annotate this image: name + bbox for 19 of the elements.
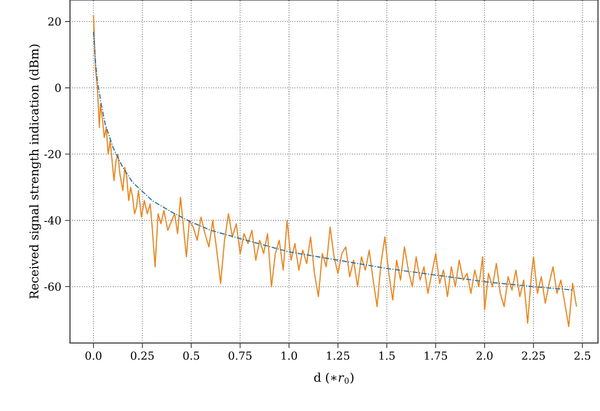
x-tick-label: 0.5 xyxy=(183,352,200,360)
y-tick-label: -20 xyxy=(44,150,61,158)
x-tick-label: 1.5 xyxy=(379,352,395,360)
x-tick-label: 1.0 xyxy=(282,352,297,360)
x-tick-label: 0.75 xyxy=(228,352,252,360)
y-tick-label: 0 xyxy=(55,84,61,92)
line-series xyxy=(92,30,574,291)
x-tick-label: 1.25 xyxy=(327,352,350,360)
x-tick-label: 2.5 xyxy=(574,352,590,360)
y-tick-label: -60 xyxy=(44,282,61,291)
x-tick-label: 0.25 xyxy=(130,352,154,360)
x-axis-title: d (∗r$_{0}$) xyxy=(314,372,354,384)
x-tick-label: 2.0 xyxy=(476,352,493,360)
x-tick-label: 2.25 xyxy=(522,352,545,360)
x-tick-label: 0.0 xyxy=(85,352,102,360)
y-tick-label: 20 xyxy=(48,17,61,26)
x-tick-label: 1.75 xyxy=(424,352,448,360)
y-tick-label: -40 xyxy=(44,216,61,225)
y-axis-title: Received signal strength indication (dBm) xyxy=(29,44,41,299)
